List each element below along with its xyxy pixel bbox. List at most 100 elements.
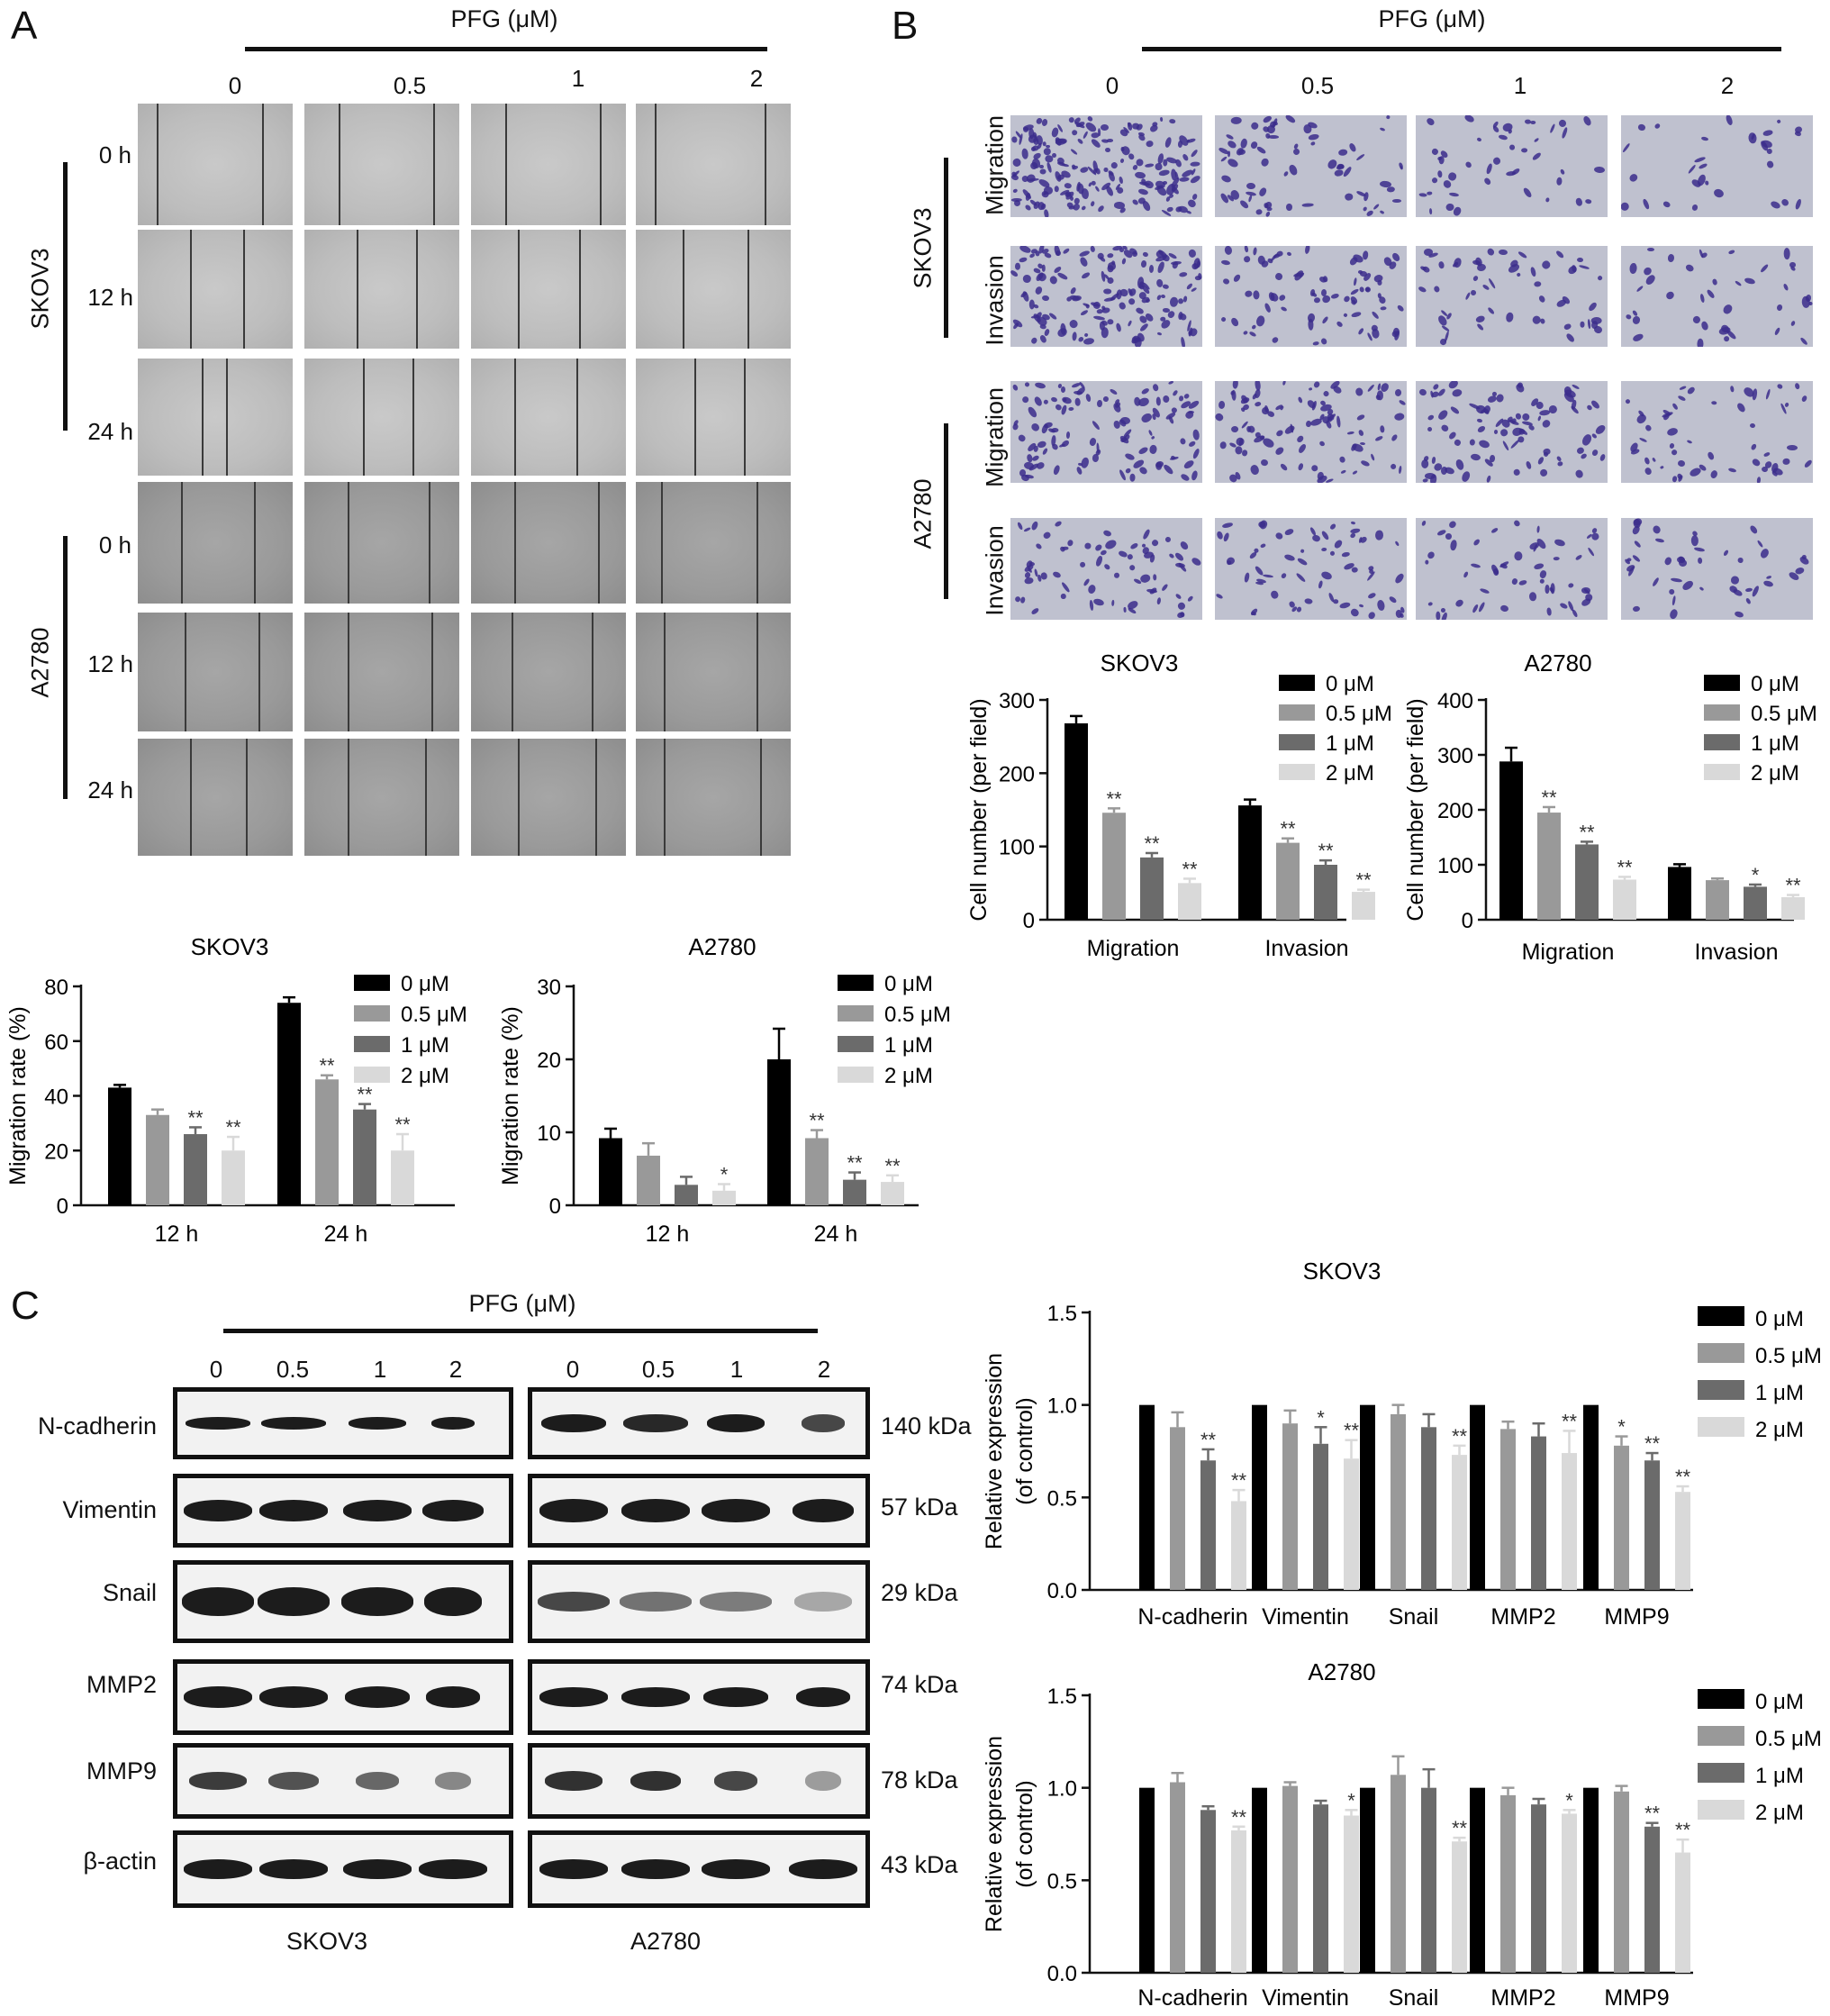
scratch-image [636, 104, 791, 225]
stained-cell [1385, 115, 1391, 120]
legend-swatch [1279, 704, 1315, 721]
stained-cell [1662, 200, 1671, 208]
wound-edge [429, 482, 430, 604]
chart-b-skov3: SKOV3 Cell number (per field) 0 100 200 300 **… [966, 649, 1391, 961]
stained-cell [1379, 127, 1385, 132]
stained-cell [1190, 161, 1200, 167]
stained-cell [1510, 577, 1518, 585]
stained-cell [1141, 529, 1151, 541]
panel-b-label: B [892, 4, 919, 48]
wound-edge [412, 359, 414, 476]
stained-cell [1021, 148, 1029, 159]
stained-cell [1665, 426, 1679, 438]
panel-a-skov3-label: SKOV3 [26, 248, 54, 330]
bar [1314, 865, 1337, 920]
stained-cell [1283, 553, 1296, 563]
stained-cell [1546, 607, 1553, 616]
stained-cell [1129, 473, 1136, 482]
stained-cell [1191, 448, 1200, 460]
stained-cell [1282, 170, 1290, 177]
stained-cell [1681, 579, 1695, 592]
panel-c-header-line [223, 1329, 818, 1333]
y-tick-label: 400 [1437, 689, 1473, 713]
stained-cell [1351, 469, 1358, 476]
panel-b-a2780-invasion: Invasion [981, 525, 1009, 616]
significance-marker: ** [225, 1116, 241, 1139]
stained-cell [1517, 250, 1528, 260]
stained-cell [1734, 279, 1743, 286]
y-tick-label: 1.5 [1047, 1685, 1077, 1709]
wound-edge [514, 482, 516, 604]
stained-cell [1190, 286, 1198, 293]
stained-cell [1567, 581, 1574, 588]
stained-cell [1348, 141, 1357, 153]
stained-cell [1191, 469, 1199, 481]
protein-band [700, 1592, 772, 1612]
legend-swatch [838, 1036, 874, 1052]
significance-marker: ** [1541, 786, 1557, 809]
scratch-image [636, 613, 791, 731]
chart-a-skov3: SKOV3 Migration rate (%) 0 20 40 60 80 ** ** 12 h… [5, 933, 467, 1247]
stained-cell [1369, 453, 1375, 461]
scratch-image [471, 613, 626, 731]
y-axis-label: Cell number (per field) [966, 698, 992, 921]
stained-cell [1400, 605, 1406, 613]
legend-label: 2 μM [1751, 761, 1799, 786]
protein-band [341, 1587, 413, 1616]
stained-cell [1037, 201, 1046, 210]
stained-cell [1246, 183, 1256, 191]
chart-title: SKOV3 [191, 933, 269, 960]
stained-cell [1540, 417, 1552, 429]
stained-cell [1134, 306, 1145, 316]
bar [767, 1059, 791, 1205]
stained-cell [1538, 569, 1547, 579]
bar [1231, 1501, 1246, 1590]
stained-cell [1215, 593, 1224, 601]
stained-cell [1476, 424, 1487, 434]
y-tick-label: 0 [549, 1194, 561, 1219]
stained-cell [1491, 526, 1499, 534]
stained-cell [1296, 557, 1309, 568]
stained-cell [1669, 608, 1680, 620]
stained-cell [1164, 536, 1173, 544]
stained-cell [1159, 116, 1163, 122]
stained-cell [1182, 152, 1190, 161]
transwell-image [1215, 518, 1407, 620]
stained-cell [1010, 136, 1018, 144]
stained-cell [1368, 568, 1373, 574]
x-tick-label: Invasion [1264, 936, 1348, 961]
stained-cell [1024, 204, 1033, 212]
panel-a-a2780-24h: 24 h [87, 776, 133, 804]
stained-cell [1470, 562, 1481, 569]
stained-cell [1043, 208, 1049, 217]
bar [1500, 1794, 1516, 1973]
panel-c-skov3-conc-2: 2 [448, 1356, 463, 1383]
stained-cell [1651, 457, 1657, 463]
bar [1238, 805, 1262, 920]
stained-cell [1030, 520, 1039, 531]
stained-cell [1137, 445, 1149, 456]
bar [1644, 1460, 1660, 1590]
legend-label: 0 μM [1751, 672, 1799, 696]
stained-cell [1694, 546, 1706, 553]
x-tick-label: MMP2 [1490, 1985, 1555, 2011]
significance-marker: * [1565, 1789, 1573, 1812]
stained-cell [1366, 383, 1376, 393]
stained-cell [1685, 263, 1696, 273]
bar [1102, 813, 1126, 920]
stained-cell [1735, 402, 1747, 414]
stained-cell [1328, 522, 1336, 531]
blot-strip [528, 1743, 870, 1819]
stained-cell [1707, 450, 1716, 461]
stained-cell [1113, 202, 1125, 210]
stained-cell [1103, 538, 1119, 551]
blot-protein-label: N-cadherin [37, 1412, 157, 1439]
stained-cell [1145, 163, 1155, 168]
panel-b-skov3-bracket [944, 158, 948, 338]
blot-strip [528, 1474, 870, 1548]
stained-cell [1039, 168, 1046, 176]
stained-cell [1533, 562, 1545, 570]
chart-title: A2780 [688, 933, 756, 960]
stained-cell [1260, 543, 1267, 549]
stained-cell [1226, 559, 1232, 567]
